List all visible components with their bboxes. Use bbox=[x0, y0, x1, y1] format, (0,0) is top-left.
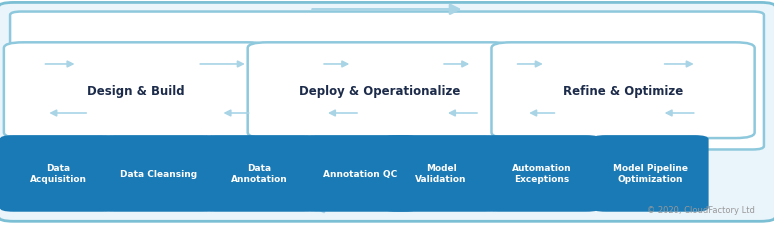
FancyBboxPatch shape bbox=[382, 136, 500, 212]
Text: Deploy & Operationalize: Deploy & Operationalize bbox=[299, 84, 460, 97]
FancyBboxPatch shape bbox=[0, 136, 116, 212]
Text: Model Pipeline
Optimization: Model Pipeline Optimization bbox=[613, 164, 687, 184]
Text: Refine & Optimize: Refine & Optimize bbox=[563, 84, 683, 97]
Text: Data Cleansing: Data Cleansing bbox=[120, 169, 197, 178]
FancyBboxPatch shape bbox=[201, 136, 317, 212]
FancyBboxPatch shape bbox=[101, 136, 217, 212]
Text: © 2020, CloudFactory Ltd: © 2020, CloudFactory Ltd bbox=[647, 206, 755, 215]
Text: Data
Acquisition: Data Acquisition bbox=[29, 164, 87, 184]
Text: Annotation QC: Annotation QC bbox=[323, 169, 397, 178]
FancyBboxPatch shape bbox=[248, 43, 511, 138]
Text: Data
Annotation: Data Annotation bbox=[231, 164, 288, 184]
Text: Model
Validation: Model Validation bbox=[416, 164, 467, 184]
FancyBboxPatch shape bbox=[491, 43, 755, 138]
FancyBboxPatch shape bbox=[483, 136, 601, 212]
FancyBboxPatch shape bbox=[591, 136, 709, 212]
Text: Design & Build: Design & Build bbox=[87, 84, 184, 97]
FancyBboxPatch shape bbox=[0, 3, 774, 221]
FancyBboxPatch shape bbox=[302, 136, 418, 212]
Text: Automation
Exceptions: Automation Exceptions bbox=[512, 164, 572, 184]
FancyBboxPatch shape bbox=[4, 43, 267, 138]
FancyBboxPatch shape bbox=[10, 12, 764, 150]
